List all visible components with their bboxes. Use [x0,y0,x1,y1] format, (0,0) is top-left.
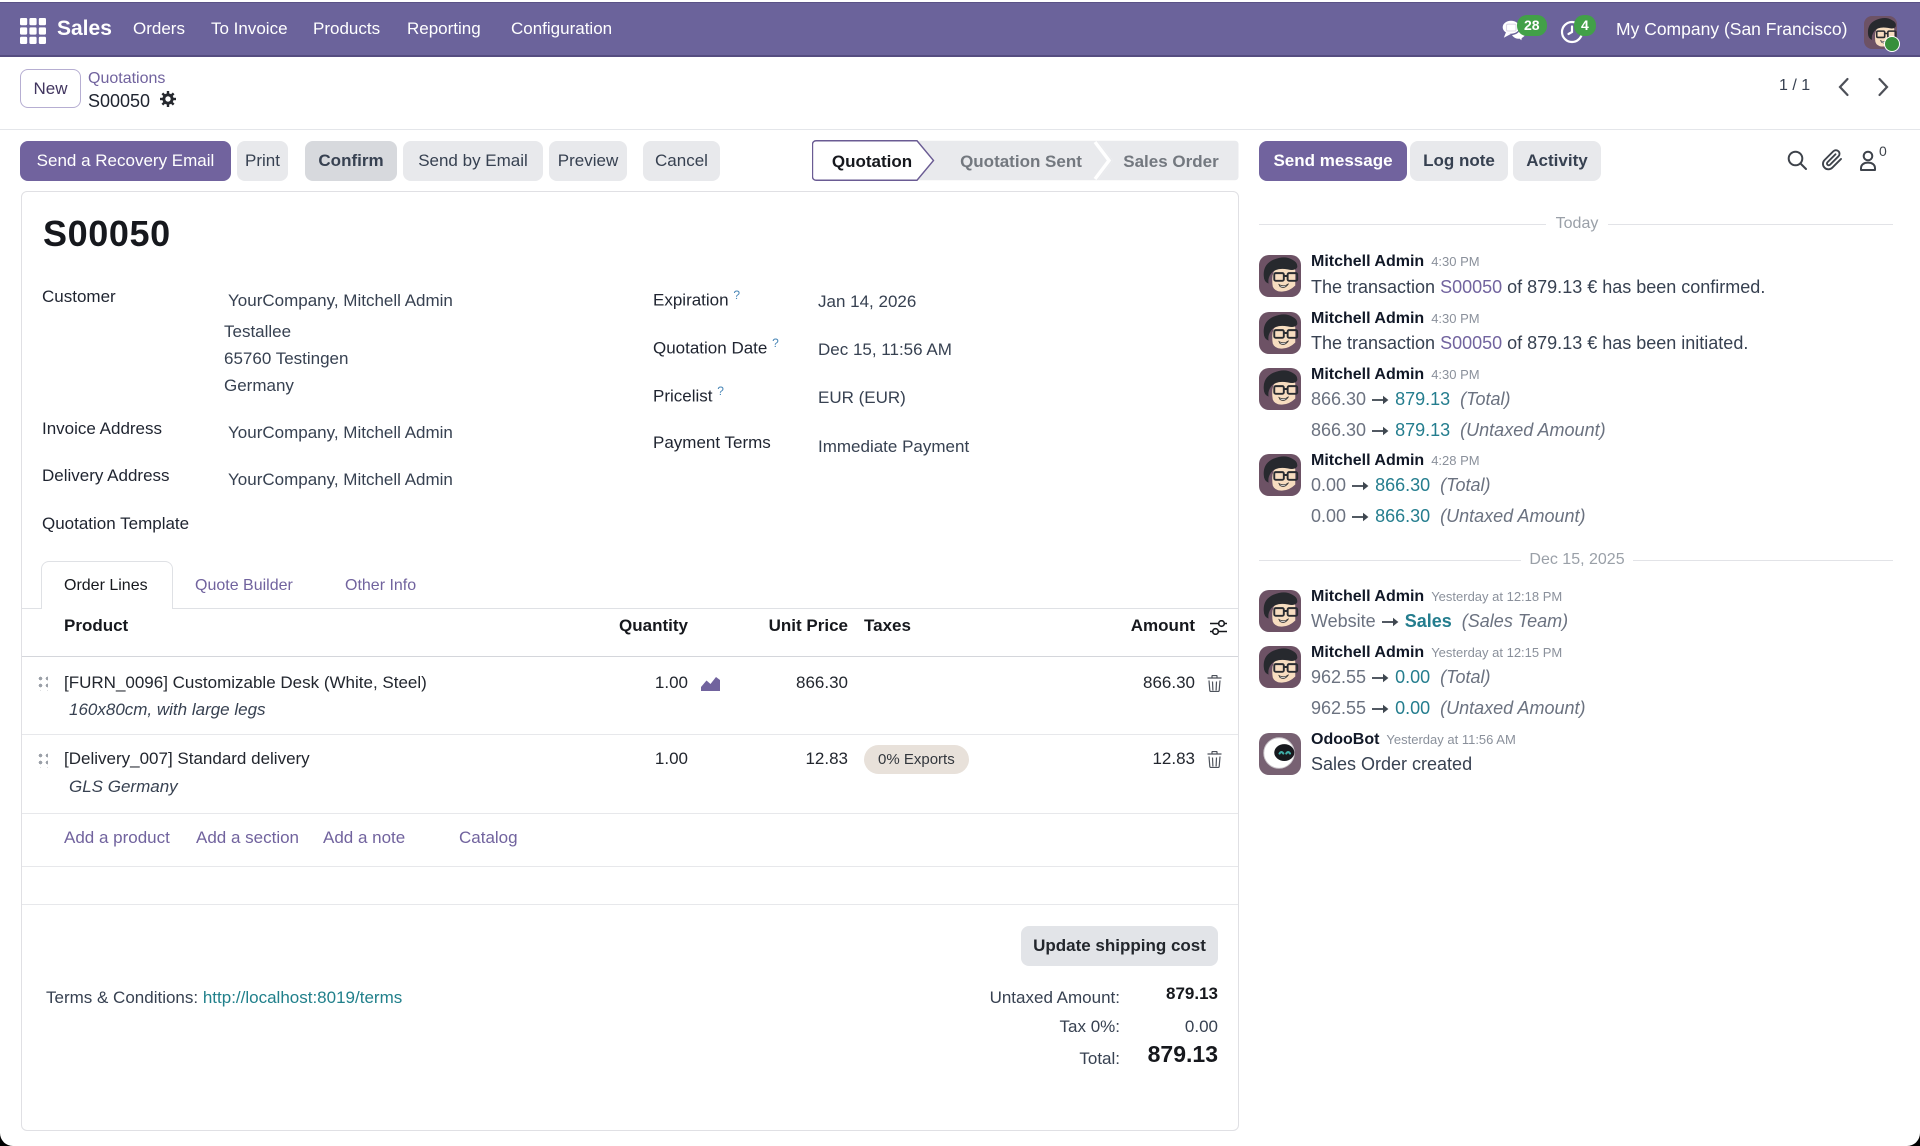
svg-text:Quotation: Quotation [832,152,912,171]
svg-text:Quotation Sent: Quotation Sent [960,152,1082,171]
svg-text:Sales Order: Sales Order [1123,152,1219,171]
